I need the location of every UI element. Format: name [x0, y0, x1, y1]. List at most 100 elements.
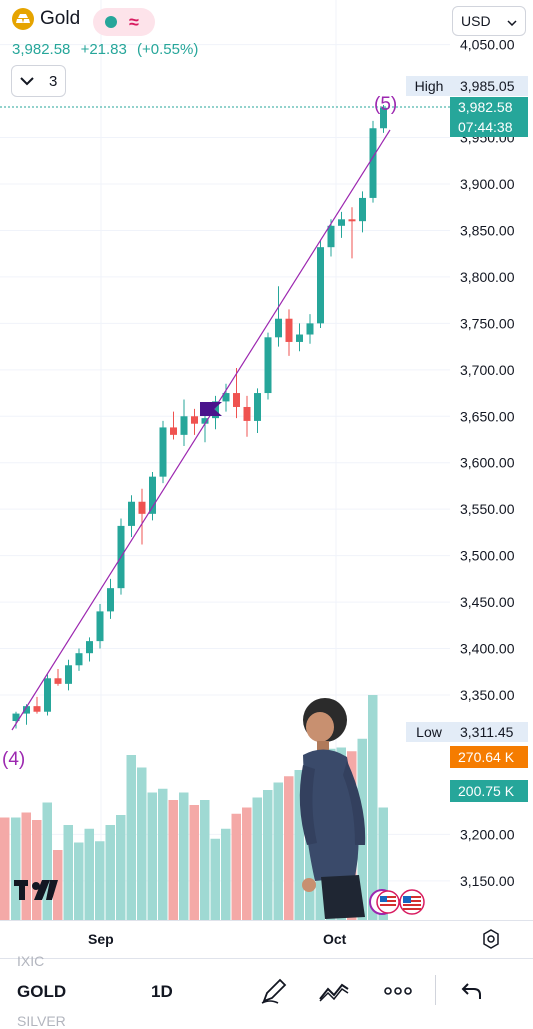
price-change: +21.83: [80, 41, 127, 58]
undo-icon[interactable]: [456, 975, 488, 1007]
wave-label-5: (5): [374, 94, 397, 115]
volume-bar: [231, 813, 241, 920]
symbol-picker[interactable]: GOLD: [17, 982, 67, 1001]
candle-body[interactable]: [359, 197, 366, 222]
wave-label-4: (4): [2, 749, 25, 770]
candle-body[interactable]: [243, 406, 251, 421]
gold-bars-icon: [12, 8, 34, 30]
volume-bar: [210, 838, 220, 920]
candle-body[interactable]: [338, 219, 345, 226]
more-icon[interactable]: [382, 975, 414, 1007]
price-tick-label: 3,550.00: [460, 501, 515, 517]
candle-body[interactable]: [201, 418, 209, 424]
last-price-tag-value: 3,982.58: [458, 99, 513, 115]
price-tick-label: 4,050.00: [460, 37, 515, 53]
volume-bar: [137, 767, 147, 920]
volume-bar: [221, 828, 231, 920]
volume-bar: [158, 788, 168, 920]
candle-body[interactable]: [306, 323, 314, 335]
candle-body[interactable]: [159, 427, 167, 477]
candle-body[interactable]: [369, 128, 377, 198]
delayed-data-icon: ≈: [129, 11, 139, 32]
candle-body[interactable]: [86, 641, 93, 654]
candle-body[interactable]: [264, 337, 272, 394]
time-label-sep: Sep: [88, 931, 114, 947]
volume-bar: [378, 807, 388, 920]
candle-body[interactable]: [212, 401, 219, 419]
chart-settings-icon[interactable]: [481, 929, 501, 954]
price-tick-label: 3,400.00: [460, 641, 515, 657]
volume-bar: [368, 695, 378, 920]
candle-body[interactable]: [180, 416, 188, 435]
volume-bar: [74, 842, 84, 920]
volume-ma-tag: 270.64 K: [450, 746, 528, 768]
candle-body[interactable]: [275, 318, 282, 338]
price-tick-label: 3,850.00: [460, 222, 515, 238]
us-flag-event-icon[interactable]: [368, 888, 426, 921]
symbol-title[interactable]: Gold: [12, 8, 80, 30]
price-chart[interactable]: (4) (5) 4,050.003,950.003,900.003,850.00…: [0, 0, 533, 958]
time-label-oct: Oct: [323, 931, 347, 947]
candle-body[interactable]: [23, 706, 30, 714]
currency-label: USD: [461, 13, 491, 29]
candle-body[interactable]: [12, 713, 20, 722]
candle-body[interactable]: [327, 225, 335, 248]
market-status-pill[interactable]: ≈: [93, 8, 155, 36]
volume-bar: [200, 800, 210, 920]
low-label: Low: [406, 722, 452, 742]
candle-body[interactable]: [75, 653, 83, 666]
tradingview-logo-icon: [14, 880, 58, 907]
candle-body[interactable]: [149, 476, 156, 514]
bottom-toolbar: IXIC SILVER GOLD 1D: [0, 953, 533, 1029]
volume-bar: [53, 850, 63, 920]
ghost-symbol-top: IXIC: [17, 953, 45, 969]
candle-body[interactable]: [222, 393, 230, 402]
time-axis[interactable]: Sep Oct: [0, 920, 533, 959]
trend-line[interactable]: [11, 129, 391, 731]
candle-body[interactable]: [285, 318, 293, 342]
interval-picker[interactable]: 1D: [151, 982, 173, 1001]
chart-header: Gold ≈ 3,982.58 +21.83 (+0.55%) USD 3: [0, 0, 533, 97]
indicators-icon[interactable]: [318, 975, 350, 1007]
candle-body[interactable]: [65, 665, 72, 684]
indicator-count: 3: [48, 72, 58, 90]
candle-body[interactable]: [191, 416, 198, 424]
volume-bar: [11, 817, 21, 920]
flag-icon[interactable]: [200, 402, 222, 416]
toolbar-divider: [435, 975, 436, 1005]
chevron-down-icon: [507, 13, 517, 29]
candle-body[interactable]: [348, 219, 356, 222]
indicators-toggle-button[interactable]: 3: [11, 65, 66, 97]
high-value: 3,985.05: [452, 76, 528, 96]
currency-select[interactable]: USD: [452, 6, 526, 36]
last-price: 3,982.58: [12, 41, 71, 58]
price-tick-label: 3,500.00: [460, 548, 515, 564]
volume-bar: [147, 792, 157, 920]
candle-body[interactable]: [254, 393, 261, 421]
price-tick-label: 3,350.00: [460, 687, 515, 703]
candle-body[interactable]: [138, 501, 146, 514]
candle-body[interactable]: [233, 393, 240, 407]
candle-body[interactable]: [54, 678, 62, 684]
volume-bar: [179, 792, 189, 920]
volume-bar: [116, 815, 126, 920]
price-summary: 3,982.58 +21.83 (+0.55%): [12, 41, 204, 58]
price-tick-label: 3,650.00: [460, 408, 515, 424]
market-open-icon: [105, 16, 117, 28]
candle-body[interactable]: [96, 611, 104, 642]
price-tick-label: 3,750.00: [460, 315, 515, 331]
candle-body[interactable]: [107, 588, 114, 612]
volume-bar: [84, 828, 94, 920]
volume-bar: [242, 807, 252, 920]
candle-body[interactable]: [296, 334, 303, 342]
candle-body[interactable]: [380, 107, 387, 129]
volume-bar: [252, 797, 262, 920]
candle-body[interactable]: [33, 706, 41, 712]
candle-body[interactable]: [170, 427, 177, 435]
candle-body[interactable]: [128, 501, 135, 526]
volume-bar: [126, 755, 136, 920]
draw-pencil-icon[interactable]: [258, 975, 290, 1007]
bar-countdown: 07:44:38: [458, 119, 513, 135]
candle-body[interactable]: [317, 247, 324, 324]
candle-body[interactable]: [44, 678, 51, 712]
